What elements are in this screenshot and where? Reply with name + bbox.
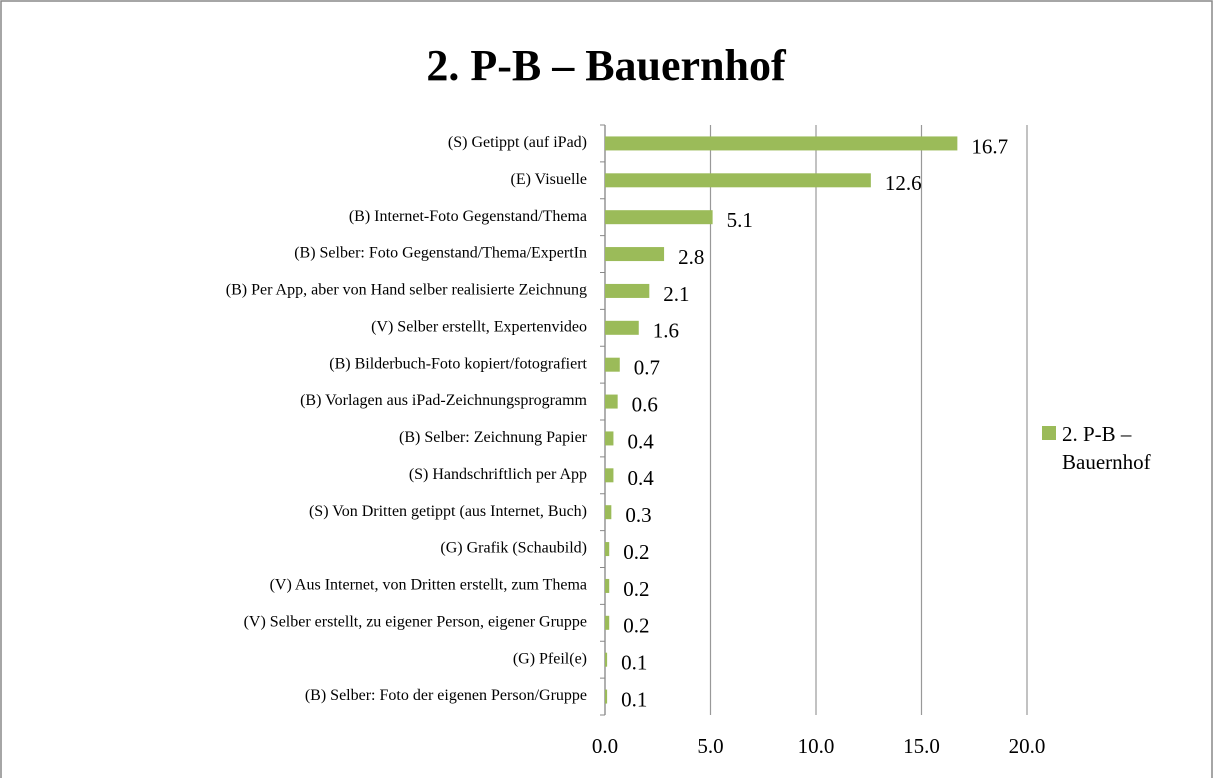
value-label: 5.1	[727, 208, 753, 232]
value-label: 0.6	[632, 392, 658, 416]
y-tick-label: (S) Von Dritten getippt (aus Internet, B…	[309, 503, 587, 520]
y-tick-label: (V) Selber erstellt, zu eigener Person, …	[244, 613, 587, 630]
bar	[605, 578, 610, 593]
y-tick-label: (G) Grafik (Schaubild)	[440, 540, 587, 557]
bar	[605, 542, 610, 557]
bar	[605, 283, 650, 298]
x-tick-label: 0.0	[592, 734, 618, 758]
value-label: 2.8	[678, 245, 704, 269]
bar	[605, 320, 639, 335]
y-tick-label: (S) Getippt (auf iPad)	[448, 134, 587, 151]
y-tick-label: (B) Internet-Foto Gegenstand/Thema	[349, 208, 587, 225]
y-tick-label: (B) Selber: Foto der eigenen Person/Grup…	[305, 687, 587, 704]
y-tick-label: (G) Pfeil(e)	[513, 650, 587, 667]
legend: 2. P-B – Bauernhof	[1042, 420, 1192, 476]
bar	[605, 357, 620, 372]
y-tick-label: (S) Handschriftlich per App	[409, 466, 587, 483]
y-tick-label: (B) Vorlagen aus iPad-Zeichnungsprogramm	[300, 392, 587, 409]
value-label: 0.2	[623, 540, 649, 564]
y-tick-label: (V) Aus Internet, von Dritten erstellt, …	[270, 577, 587, 594]
value-label: 0.4	[627, 466, 654, 490]
value-label: 0.3	[625, 503, 651, 527]
value-label: 0.1	[621, 687, 647, 711]
y-tick-label: (B) Per App, aber von Hand selber realis…	[226, 282, 587, 299]
x-tick-label: 20.0	[1009, 734, 1046, 758]
bar	[605, 689, 608, 704]
x-tick-label: 15.0	[903, 734, 940, 758]
value-label: 2.1	[663, 282, 689, 306]
x-tick-label: 5.0	[697, 734, 723, 758]
y-tick-label: (V) Selber erstellt, Expertenvideo	[371, 318, 587, 335]
value-label: 0.2	[623, 614, 649, 638]
bar	[605, 136, 958, 151]
value-label: 0.1	[621, 651, 647, 675]
value-label: 0.2	[623, 577, 649, 601]
y-tick-label: (B) Selber: Zeichnung Papier	[399, 429, 588, 446]
bar	[605, 431, 614, 446]
chart-title: 2. P-B – Bauernhof	[426, 41, 787, 90]
bar	[605, 505, 612, 520]
value-label: 0.7	[634, 356, 660, 380]
value-label: 1.6	[653, 319, 679, 343]
legend-label: 2. P-B – Bauernhof	[1062, 422, 1151, 474]
y-tick-label: (B) Bilderbuch-Foto kopiert/fotografiert	[329, 355, 587, 372]
value-label: 16.7	[971, 134, 1008, 158]
bar	[605, 247, 665, 262]
value-label: 0.4	[627, 429, 654, 453]
value-label: 12.6	[885, 171, 922, 195]
y-tick-label: (E) Visuelle	[511, 171, 588, 188]
bar	[605, 173, 871, 188]
bar	[605, 210, 713, 225]
bar	[605, 652, 608, 667]
x-tick-label: 10.0	[798, 734, 835, 758]
y-tick-label: (B) Selber: Foto Gegenstand/Thema/Expert…	[294, 245, 587, 262]
legend-swatch	[1042, 426, 1056, 440]
bar	[605, 394, 618, 409]
bar	[605, 468, 614, 483]
bar	[605, 615, 610, 630]
